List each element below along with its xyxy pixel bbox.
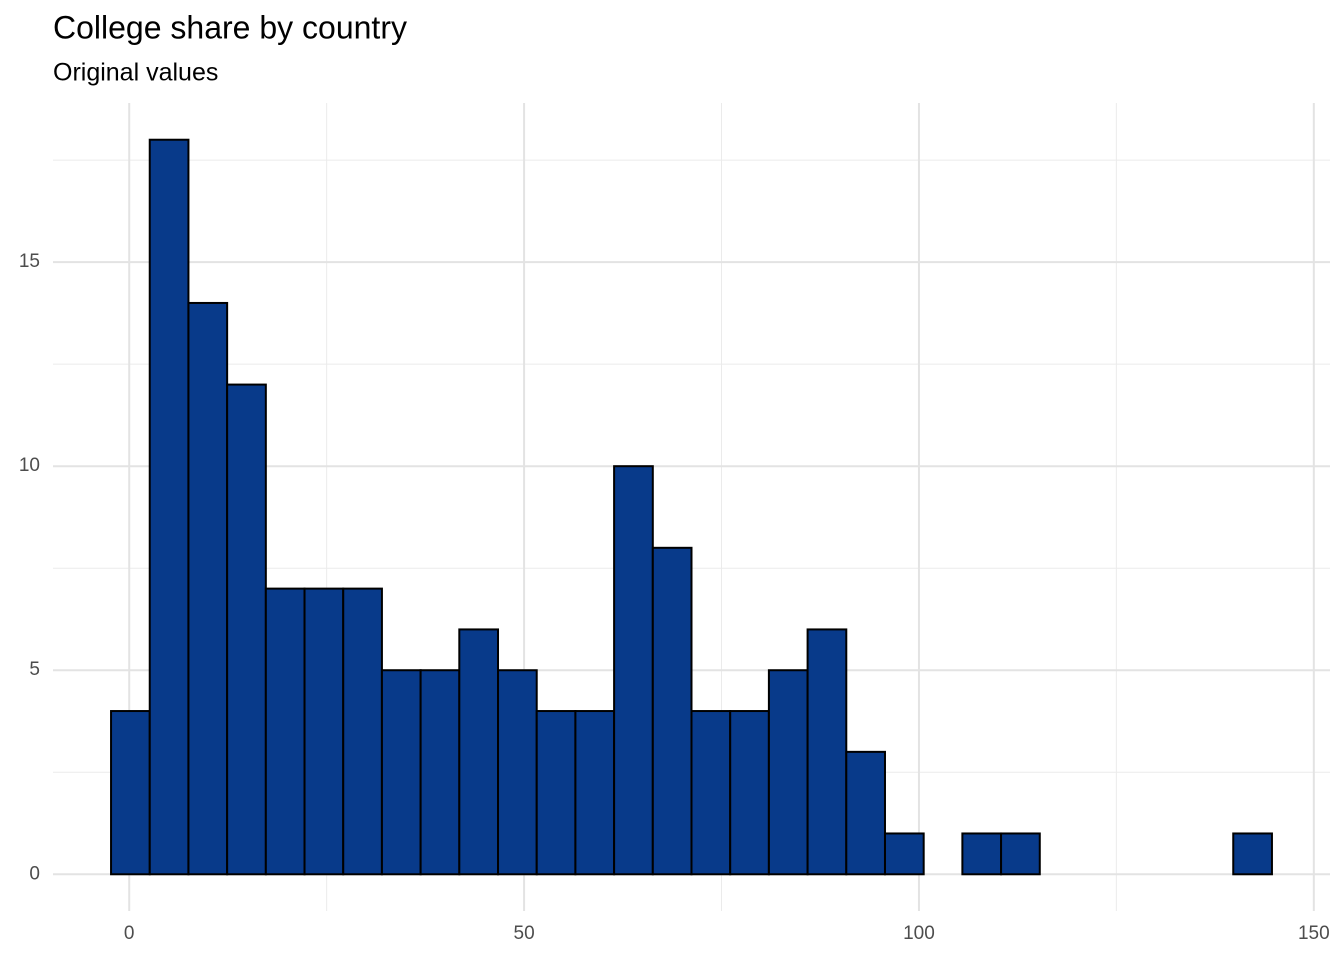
x-tick-label: 100 xyxy=(903,923,935,944)
bar xyxy=(497,669,538,876)
bar xyxy=(458,628,500,876)
chart-subtitle: Original values xyxy=(53,59,218,87)
bar xyxy=(535,710,577,876)
bar xyxy=(148,138,190,876)
bar xyxy=(1000,832,1041,876)
y-tick-label: 15 xyxy=(19,251,40,272)
bar xyxy=(226,383,267,876)
bar xyxy=(961,832,1003,876)
y-tick-label: 10 xyxy=(19,455,40,476)
bar xyxy=(419,669,461,876)
bar xyxy=(651,546,693,876)
y-tick-label: 5 xyxy=(29,659,40,680)
y-tick-label: 0 xyxy=(29,863,40,884)
x-tick-label: 0 xyxy=(124,923,135,944)
x-tick-label: 50 xyxy=(514,923,535,944)
bar xyxy=(806,628,848,876)
bar xyxy=(690,710,732,876)
bar xyxy=(574,710,616,876)
bar xyxy=(767,669,809,876)
bar xyxy=(883,832,925,876)
bar xyxy=(264,587,306,876)
bar xyxy=(342,587,383,876)
bar xyxy=(1232,832,1273,876)
bar xyxy=(613,465,654,876)
chart-title: College share by country xyxy=(53,9,407,45)
bar xyxy=(187,301,229,876)
x-tick-label: 150 xyxy=(1298,923,1330,944)
bar xyxy=(845,750,886,876)
bar xyxy=(110,710,151,876)
bar xyxy=(303,587,345,876)
bar xyxy=(380,669,422,876)
bar xyxy=(729,710,770,876)
